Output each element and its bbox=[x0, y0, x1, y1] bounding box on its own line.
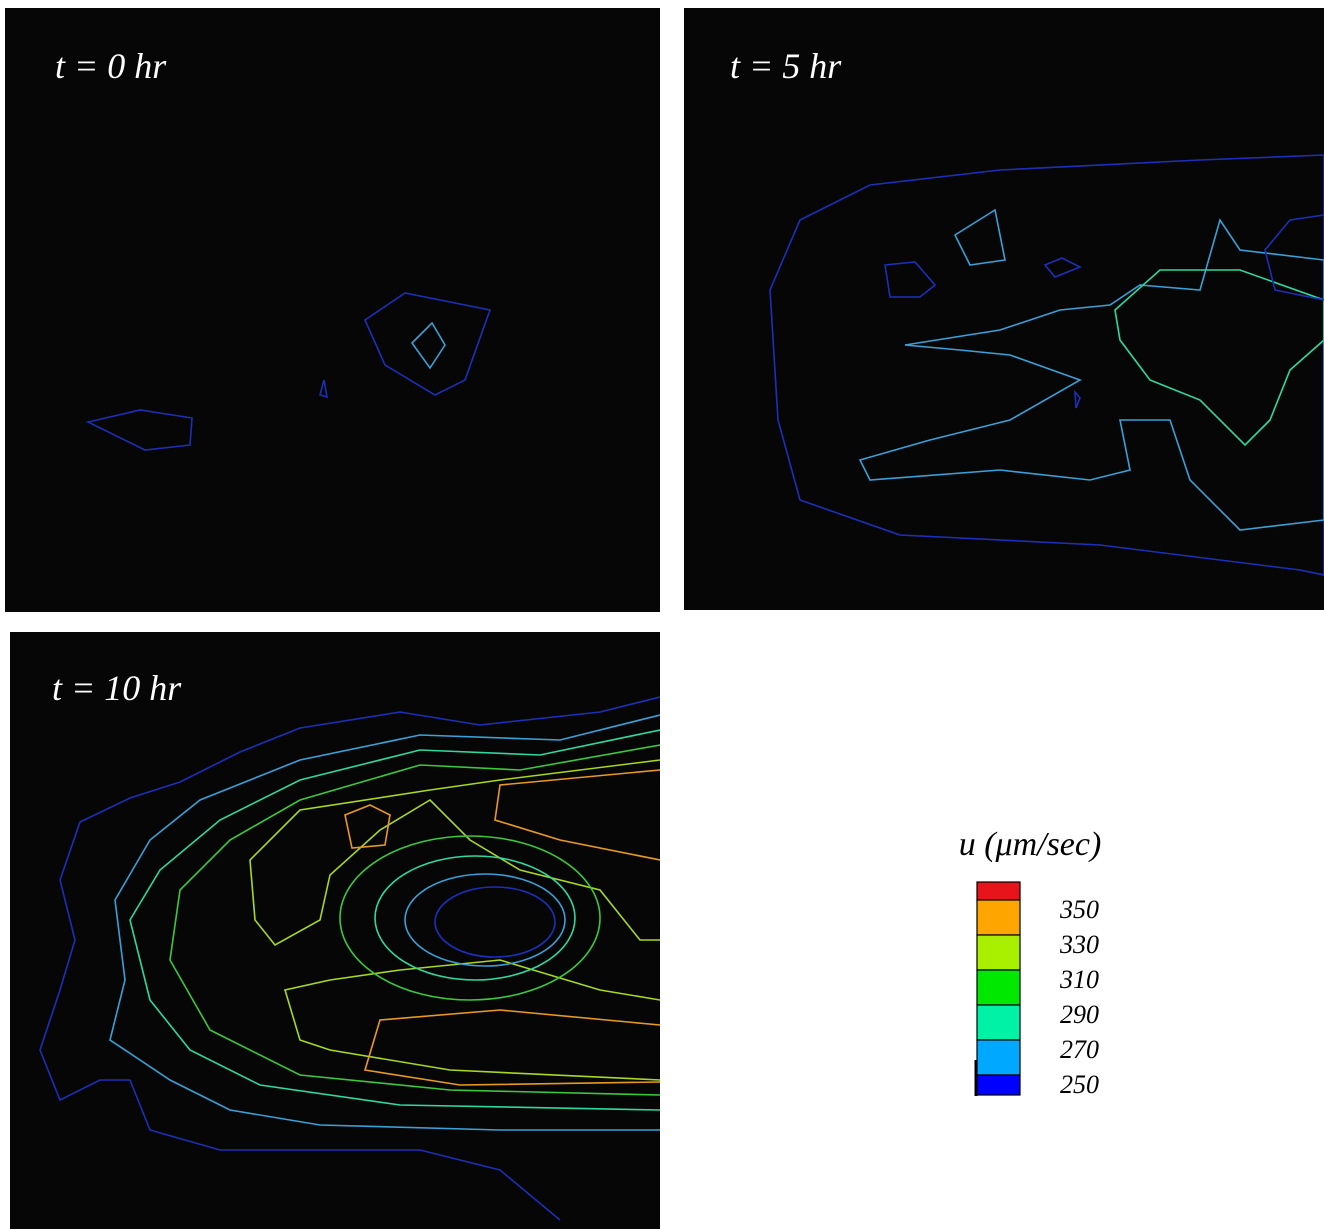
panel-label: t = 5 hr bbox=[730, 46, 842, 86]
panel: t = 0 hr bbox=[5, 8, 660, 612]
panel-label: t = 10 hr bbox=[52, 668, 182, 708]
colorbar-box bbox=[977, 970, 1020, 1005]
colorbar-label: 290 bbox=[1060, 1000, 1099, 1029]
figure: t = 0 hr t = 5 hr t = 10 hr u (μm bbox=[0, 0, 1324, 1229]
colorbar-box bbox=[977, 882, 1020, 900]
legend: u (μm/sec) 350 330 310 290 270 250 bbox=[959, 826, 1102, 1099]
colorbar-box bbox=[977, 1075, 1020, 1095]
colorbar-label: 330 bbox=[1059, 930, 1099, 959]
colorbar-label: 270 bbox=[1060, 1035, 1099, 1064]
colorbar-box bbox=[977, 900, 1020, 935]
panel: t = 5 hr bbox=[684, 8, 1324, 610]
colorbar-label: 350 bbox=[1059, 895, 1099, 924]
legend-title: u (μm/sec) bbox=[959, 826, 1102, 863]
colorbar-box bbox=[977, 935, 1020, 970]
panel-label: t = 0 hr bbox=[55, 46, 167, 86]
colorbar-box bbox=[977, 1005, 1020, 1040]
colorbar-label: 250 bbox=[1060, 1070, 1099, 1099]
panel: t = 10 hr bbox=[10, 632, 660, 1229]
colorbar-box bbox=[977, 1040, 1020, 1075]
colorbar-label: 310 bbox=[1059, 965, 1099, 994]
